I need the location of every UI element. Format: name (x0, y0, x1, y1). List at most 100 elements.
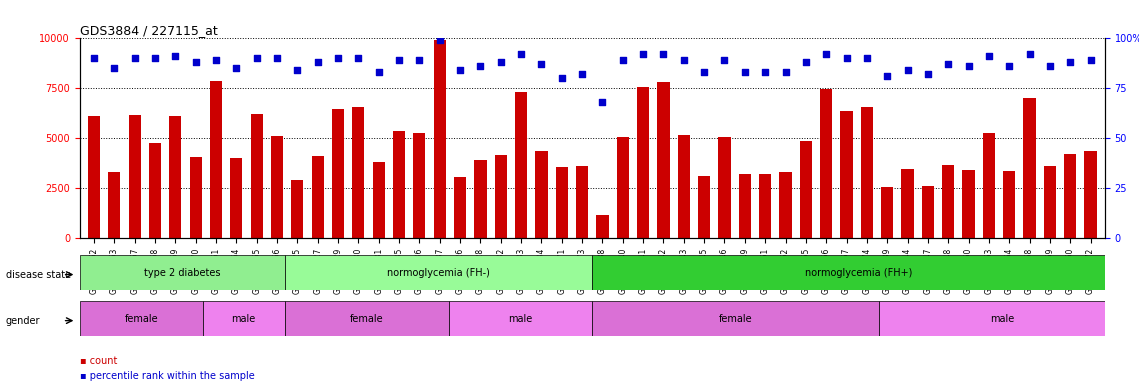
Bar (189, 157, 202, 238)
Text: type 2 diabetes: type 2 diabetes (144, 268, 221, 278)
Point (858, 55, 876, 61)
Point (695, 69, 713, 75)
Bar (108, 172, 121, 238)
Point (268, 55, 286, 61)
Point (593, 99, 612, 105)
Point (187, 59, 205, 65)
Point (919, 71, 937, 78)
Bar (637, 87, 649, 238)
Point (125, 55, 144, 61)
Bar (170, 116, 181, 238)
Bar (271, 136, 284, 238)
Bar (1043, 166, 1056, 238)
Bar (149, 143, 161, 238)
Bar (616, 137, 629, 238)
Point (1082, 57, 1100, 63)
FancyBboxPatch shape (592, 255, 1125, 290)
Bar (535, 151, 548, 238)
Point (715, 57, 734, 63)
Point (817, 51, 835, 58)
Bar (210, 81, 222, 238)
Bar (576, 166, 588, 238)
Bar (779, 172, 792, 238)
Bar (719, 137, 730, 238)
Point (552, 75, 571, 81)
Text: male: male (508, 314, 533, 324)
Text: female: female (350, 314, 384, 324)
Bar (800, 141, 812, 238)
Point (736, 69, 754, 75)
Point (431, 37, 449, 43)
Text: female: female (719, 314, 753, 324)
Bar (1084, 151, 1097, 238)
Point (532, 61, 550, 68)
Point (247, 55, 265, 61)
Point (1021, 51, 1039, 58)
FancyBboxPatch shape (592, 301, 879, 336)
Point (309, 59, 327, 65)
Text: normoglycemia (FH-): normoglycemia (FH-) (387, 268, 490, 278)
Bar (820, 89, 833, 238)
FancyBboxPatch shape (80, 301, 203, 336)
Point (654, 51, 672, 58)
Bar (88, 116, 100, 238)
Bar (494, 155, 507, 238)
Point (837, 55, 855, 61)
Bar (983, 133, 995, 238)
Point (980, 53, 998, 60)
Bar (515, 92, 527, 238)
Point (614, 57, 632, 63)
Bar (413, 133, 426, 238)
Text: male: male (231, 314, 256, 324)
Bar (292, 180, 303, 238)
Text: GDS3884 / 227115_at: GDS3884 / 227115_at (80, 24, 218, 37)
Point (369, 69, 387, 75)
Bar (556, 167, 568, 238)
Point (105, 65, 123, 71)
Bar (921, 186, 934, 238)
Bar (129, 115, 141, 238)
Point (227, 65, 246, 71)
Bar (230, 158, 243, 238)
Point (796, 59, 814, 65)
FancyBboxPatch shape (285, 301, 449, 336)
Bar (454, 177, 466, 238)
Bar (841, 111, 853, 238)
Point (511, 51, 530, 58)
Point (1041, 63, 1059, 70)
Point (573, 71, 591, 78)
Text: ▪ percentile rank within the sample: ▪ percentile rank within the sample (80, 371, 254, 381)
Bar (597, 215, 608, 238)
Bar (942, 165, 954, 238)
Point (634, 51, 653, 58)
FancyBboxPatch shape (285, 255, 592, 290)
FancyBboxPatch shape (80, 255, 285, 290)
Point (329, 55, 347, 61)
Point (492, 59, 510, 65)
Bar (759, 174, 771, 238)
Text: gender: gender (6, 316, 40, 326)
Text: female: female (124, 314, 158, 324)
Point (878, 73, 896, 79)
Point (288, 67, 306, 73)
Bar (1003, 171, 1015, 238)
Point (410, 57, 428, 63)
Bar (861, 107, 872, 238)
FancyBboxPatch shape (449, 301, 592, 336)
Bar (657, 82, 670, 238)
FancyBboxPatch shape (879, 301, 1125, 336)
Point (451, 67, 469, 73)
Point (899, 67, 917, 73)
Text: normoglycemia (FH+): normoglycemia (FH+) (805, 268, 912, 278)
Bar (352, 107, 364, 238)
Point (350, 55, 368, 61)
Point (146, 55, 164, 61)
Text: male: male (990, 314, 1015, 324)
Point (1062, 59, 1080, 65)
FancyBboxPatch shape (203, 301, 285, 336)
Bar (393, 131, 405, 238)
Bar (312, 156, 323, 238)
Bar (1064, 154, 1076, 238)
Point (674, 57, 693, 63)
Bar (1024, 98, 1035, 238)
